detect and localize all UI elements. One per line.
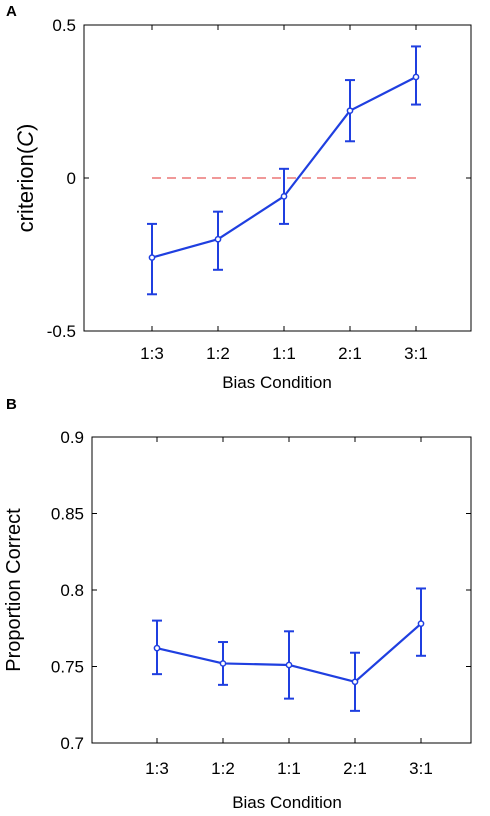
data-point [412,73,420,81]
y-tick-label: 0 [67,169,76,188]
y-tick-label: 0.5 [52,16,76,35]
y-tick-label: 0.7 [60,734,84,753]
panel-letter-b: B [6,396,17,413]
y-axis-label-a-suffix: ) [13,124,38,131]
x-tick-label: 1:3 [145,759,169,778]
x-tick-label: 1:2 [206,344,230,363]
y-axis-label-b: Proportion Correct [3,508,25,672]
series-marks-a [147,45,421,296]
data-point [346,107,354,115]
data-point [351,678,359,686]
data-point [153,644,161,652]
x-tick-label: 2:1 [343,759,367,778]
x-axis-ticks-a: 1:3 1:2 1:1 2:1 3:1 [140,25,428,363]
x-tick-label: 1:1 [277,759,301,778]
data-point [417,620,425,628]
data-point [148,254,156,261]
y-axis-ticks-b: 0.7 0.75 0.8 0.85 0.9 [51,428,471,753]
x-tick-label: 3:1 [404,344,428,363]
y-tick-label: 0.85 [51,505,84,524]
y-axis-ticks-a: -0.5 0 0.5 [47,16,471,341]
y-tick-label: 0.75 [51,658,84,677]
data-point [214,235,222,243]
y-tick-label: 0.8 [60,581,84,600]
series-line [151,76,417,259]
chart-panel-a: A -0.500.5 1:3 1:2 1:1 2:1 3:1 criterion(C) … [6,3,472,392]
x-tick-label: 1:2 [211,759,235,778]
y-tick-label: 0.9 [60,428,84,447]
x-tick-label: 1:1 [272,344,296,363]
data-point [285,661,293,669]
plot-frame-b [91,436,472,744]
x-tick-label: 3:1 [409,759,433,778]
y-axis-label-a-prefix: criterion( [13,146,38,232]
y-tick-label: -0.5 [47,322,76,341]
y-axis-label-a: criterion(C) [13,124,38,233]
series-marks-b [152,587,426,712]
x-axis-label-b: Bias Condition [232,793,342,812]
x-tick-label: 2:1 [338,344,362,363]
data-point [219,660,227,667]
chart-panel-b: B 0.7 0.75 0.8 0.85 0.9 1:3 1:2 1:1 2:1 3:1 Prop… [3,396,472,812]
x-axis-ticks-b: 1:3 1:2 1:1 2:1 3:1 [145,437,433,778]
y-axis-label-a-symbol: C [13,131,38,147]
x-tick-label: 1:3 [140,344,164,363]
x-axis-label-a: Bias Condition [222,373,332,392]
data-point [280,193,288,200]
panel-letter-a: A [6,3,17,20]
